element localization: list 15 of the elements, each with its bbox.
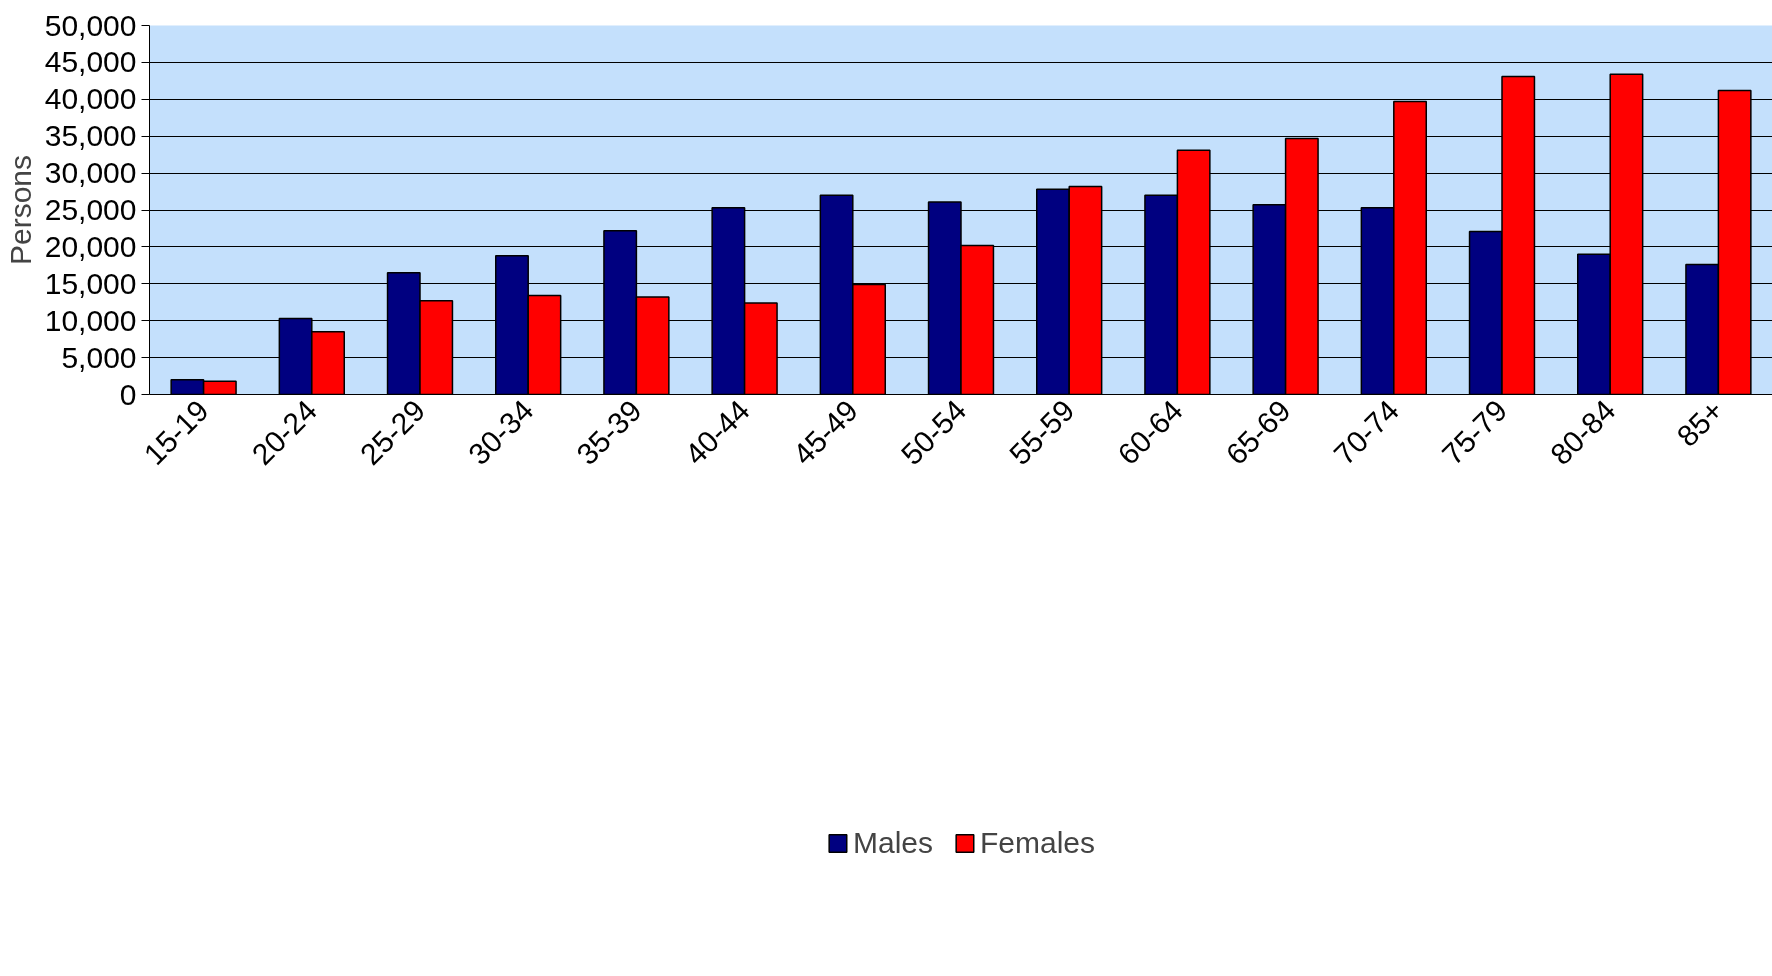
y-tick-label: 15,000 [44,266,137,300]
y-tick-label: 0 [119,377,137,411]
y-tick-label: 45,000 [44,45,137,79]
y-tick-label: 50,000 [44,8,137,42]
y-tick-label: 40,000 [44,82,137,116]
y-axis-title: Persons [3,154,37,266]
y-tick-label: 35,000 [44,119,137,153]
legend-label: Males [852,825,933,860]
y-tick-label: 10,000 [44,303,137,337]
legend-label: Females [979,825,1096,860]
y-tick-label: 5,000 [61,340,137,374]
x-tick-label: 85+ [1670,393,1730,453]
y-tick-label: 30,000 [44,156,137,190]
y-tick-label: 25,000 [44,193,137,226]
y-tick-label: 20,000 [44,229,137,263]
